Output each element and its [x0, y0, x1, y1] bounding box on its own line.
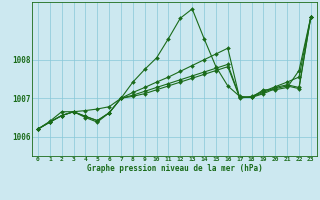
X-axis label: Graphe pression niveau de la mer (hPa): Graphe pression niveau de la mer (hPa) [86, 164, 262, 173]
